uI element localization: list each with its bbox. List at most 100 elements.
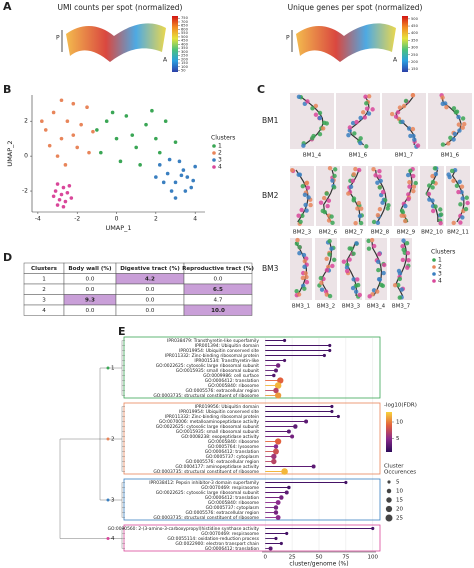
spot [327, 293, 333, 299]
spot [301, 252, 307, 258]
y-tick-label: 2 [24, 118, 28, 125]
spot [382, 262, 387, 268]
x-tick-label: 2 [154, 216, 158, 223]
term-label: GO:0070469: respirasome [201, 531, 259, 537]
lollipop-head [371, 526, 375, 531]
spot [355, 277, 360, 282]
term-label: IPR038412: Pepsin inhibitor-3 domain sup… [149, 480, 259, 486]
term-label: IPR001394: Ubiquitin domain [195, 343, 259, 349]
spot [458, 220, 463, 225]
spot [296, 94, 302, 99]
spot [444, 104, 449, 110]
spot [401, 238, 406, 243]
point [87, 150, 91, 155]
sample-label: BM2_8 [371, 230, 390, 236]
spot [403, 203, 408, 209]
point [173, 180, 178, 185]
term-label: GO:0022625: cytosolic large ribosomal su… [156, 424, 260, 430]
spot [406, 126, 412, 131]
point [185, 175, 190, 179]
spot [320, 126, 326, 131]
spot [290, 167, 295, 173]
point [67, 184, 72, 188]
size-swatch [386, 497, 392, 503]
cell-text: 9.3 [85, 297, 95, 303]
spot [331, 257, 337, 262]
point [71, 101, 76, 106]
spot [327, 166, 333, 171]
tissue-map [66, 23, 166, 62]
spot [364, 101, 369, 106]
tissue-outline [451, 169, 465, 223]
spot [294, 288, 299, 294]
point [169, 189, 174, 193]
spot [351, 172, 357, 177]
term-label: GO:0090560: 2-(3-amino-3-carboxypropyl)h… [108, 526, 260, 532]
y-tick-label: -2 [22, 188, 28, 195]
spot [319, 280, 324, 285]
point [173, 196, 178, 200]
lollipop-head [275, 363, 281, 368]
spot [325, 203, 330, 209]
spot [364, 106, 370, 111]
size-swatch [385, 505, 393, 513]
legend-label: 3 [218, 157, 222, 164]
spot [341, 259, 347, 264]
lollipop-head [285, 531, 289, 536]
colorbar-tick-label: 700 [181, 20, 189, 24]
spot [378, 178, 383, 184]
spot [366, 94, 372, 99]
colorbar-tick-label: 350 [181, 46, 189, 50]
term-label: GO:0005737: cytoplasm [206, 454, 259, 460]
panel-a: A UMI counts per spot (normalized) Uniqu… [3, 0, 422, 64]
row-label: BM1 [262, 116, 279, 125]
point [91, 129, 95, 134]
spot [296, 292, 302, 297]
lollipop-head [281, 468, 288, 475]
spot [327, 238, 332, 244]
term-label: GO:0006412: translation [205, 449, 260, 455]
point [154, 175, 158, 179]
colorbar-tick-label: 350 [411, 38, 419, 42]
spot [440, 142, 446, 147]
spot [375, 213, 381, 218]
spot [324, 121, 329, 126]
spot [304, 208, 309, 213]
spot [353, 289, 359, 294]
spot [376, 277, 382, 282]
spot [354, 241, 359, 246]
spot [331, 185, 337, 190]
spot [346, 191, 351, 196]
spot [395, 110, 401, 115]
posterior-label: P [286, 35, 290, 42]
panel-label: E [118, 325, 126, 338]
spot [393, 114, 399, 119]
point [55, 203, 60, 207]
term-label: IPR011332: Zinc-binding ribosomal protei… [165, 414, 259, 420]
spot [413, 180, 418, 186]
term-label: GO:0003735: structural constituent of ri… [153, 469, 259, 475]
spot [299, 207, 304, 213]
lollipop-head [283, 338, 287, 343]
colorbar-tick-label: 300 [411, 46, 419, 50]
point [40, 119, 44, 123]
tissue-outline [349, 169, 361, 223]
term-label: GO:0022625: cytosolic large ribosomal su… [156, 490, 260, 496]
spot [300, 183, 305, 189]
cluster-box [123, 336, 381, 399]
colorbar-tick-label: 5 [396, 436, 400, 442]
spot [306, 195, 311, 200]
point [55, 154, 60, 158]
spot [377, 185, 383, 190]
spot [366, 111, 372, 116]
spot [379, 282, 384, 288]
spot [358, 220, 364, 226]
x-axis-label: cluster/genome (%) [289, 561, 348, 568]
spot [371, 243, 377, 249]
sample-label: BM3_7 [392, 304, 411, 310]
spot [371, 219, 377, 225]
spot [397, 276, 403, 282]
size-label: 10 [396, 489, 403, 495]
legend-label: 1 [438, 257, 442, 264]
